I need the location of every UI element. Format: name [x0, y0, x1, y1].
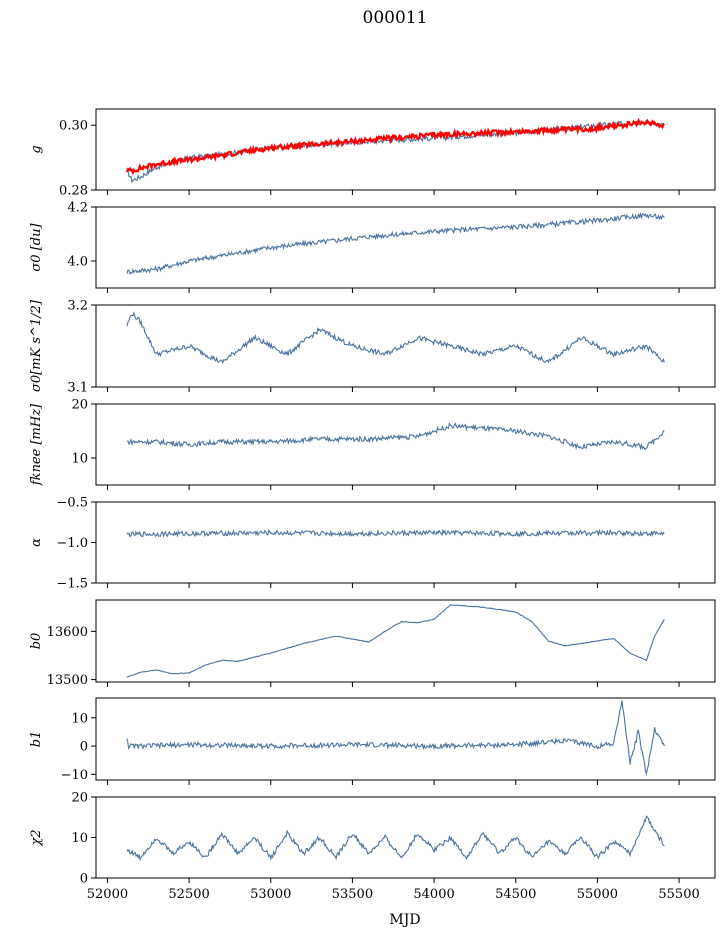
- panel-frame: [95, 697, 716, 781]
- series-line: [126, 815, 665, 861]
- panel-frame: [95, 403, 716, 486]
- y-axis-label: σ0 [du]: [29, 223, 44, 272]
- x-tick-label: 54500: [495, 887, 536, 902]
- y-tick-label: 13500: [47, 673, 88, 688]
- y-tick-label: 0: [80, 740, 88, 755]
- x-tick-label: 55500: [658, 887, 699, 902]
- panel-frame: [95, 599, 716, 683]
- y-tick-label: 4.2: [67, 201, 88, 216]
- panel-frame: [95, 501, 716, 584]
- panel-sigma0-du: 4.0 4.2 σ0 [du]: [29, 201, 716, 293]
- y-axis-label: χ2: [29, 829, 44, 846]
- series-line: [126, 311, 665, 365]
- series-line: [126, 421, 665, 451]
- y-tick-label: −1.0: [56, 536, 88, 551]
- y-tick-label: 10: [71, 452, 88, 467]
- y-axis-label: α: [29, 538, 44, 547]
- y-tick-label: −0.5: [56, 496, 88, 511]
- overlay-series-line: [125, 117, 665, 176]
- panel-frame: [95, 304, 716, 388]
- panels: 0.28 0.30 g 4.0 4.2 σ0 [du] 3.1 3.2 σ0[mK s^1/2]…: [29, 108, 716, 902]
- y-tick-label: 4.0: [67, 255, 88, 270]
- y-tick-label: 20: [71, 398, 88, 413]
- x-axis-label: MJD: [389, 912, 420, 928]
- y-axis-label: b0: [29, 633, 44, 650]
- panel-alpha: −1.5 −1.0 −0.5 α: [29, 496, 716, 592]
- x-tick-label: 53000: [250, 887, 291, 902]
- y-tick-label: 0: [80, 872, 88, 887]
- panel-chi2: 52000 52500 53000 53500 54000 54500 55000 55500…: [29, 791, 716, 902]
- panel-sigma0-mk: 3.1 3.2 σ0[mK s^1/2]: [29, 299, 716, 396]
- series-line: [126, 119, 665, 184]
- panel-frame: [95, 108, 716, 191]
- panel-frame: [95, 796, 716, 879]
- y-tick-label: 3.2: [67, 299, 88, 314]
- y-axis-label: fknee [mHz]: [29, 403, 44, 486]
- series-line: [126, 211, 665, 275]
- series-line: [126, 700, 665, 776]
- y-tick-label: 3.1: [67, 381, 88, 396]
- y-tick-label: 0.30: [59, 119, 88, 134]
- x-tick-label: 53500: [332, 887, 373, 902]
- figure-title: 000011: [363, 8, 428, 28]
- y-tick-label: 10: [71, 831, 88, 846]
- y-axis-label: σ0[mK s^1/2]: [29, 299, 44, 392]
- y-tick-label: 13600: [47, 625, 88, 640]
- y-tick-label: −1.5: [56, 577, 88, 592]
- panel-fknee: 10 20 fknee [mHz]: [29, 398, 716, 490]
- y-tick-label: 20: [71, 791, 88, 806]
- x-tick-label: 54000: [413, 887, 454, 902]
- y-tick-label: 0.28: [59, 184, 88, 199]
- panel-g: 0.28 0.30 g: [29, 108, 716, 199]
- panel-frame: [95, 206, 716, 289]
- y-axis-label: g: [29, 145, 44, 153]
- x-tick-label: 52000: [87, 887, 128, 902]
- series-line: [126, 528, 665, 538]
- x-tick-label: 55000: [577, 887, 618, 902]
- panel-b1: −10 0 10 b1: [29, 697, 716, 785]
- y-axis-label: b1: [29, 731, 44, 748]
- y-tick-label: 10: [71, 711, 88, 726]
- y-tick-label: −10: [61, 768, 88, 783]
- x-tick-label: 52500: [168, 887, 209, 902]
- series-line: [126, 604, 665, 678]
